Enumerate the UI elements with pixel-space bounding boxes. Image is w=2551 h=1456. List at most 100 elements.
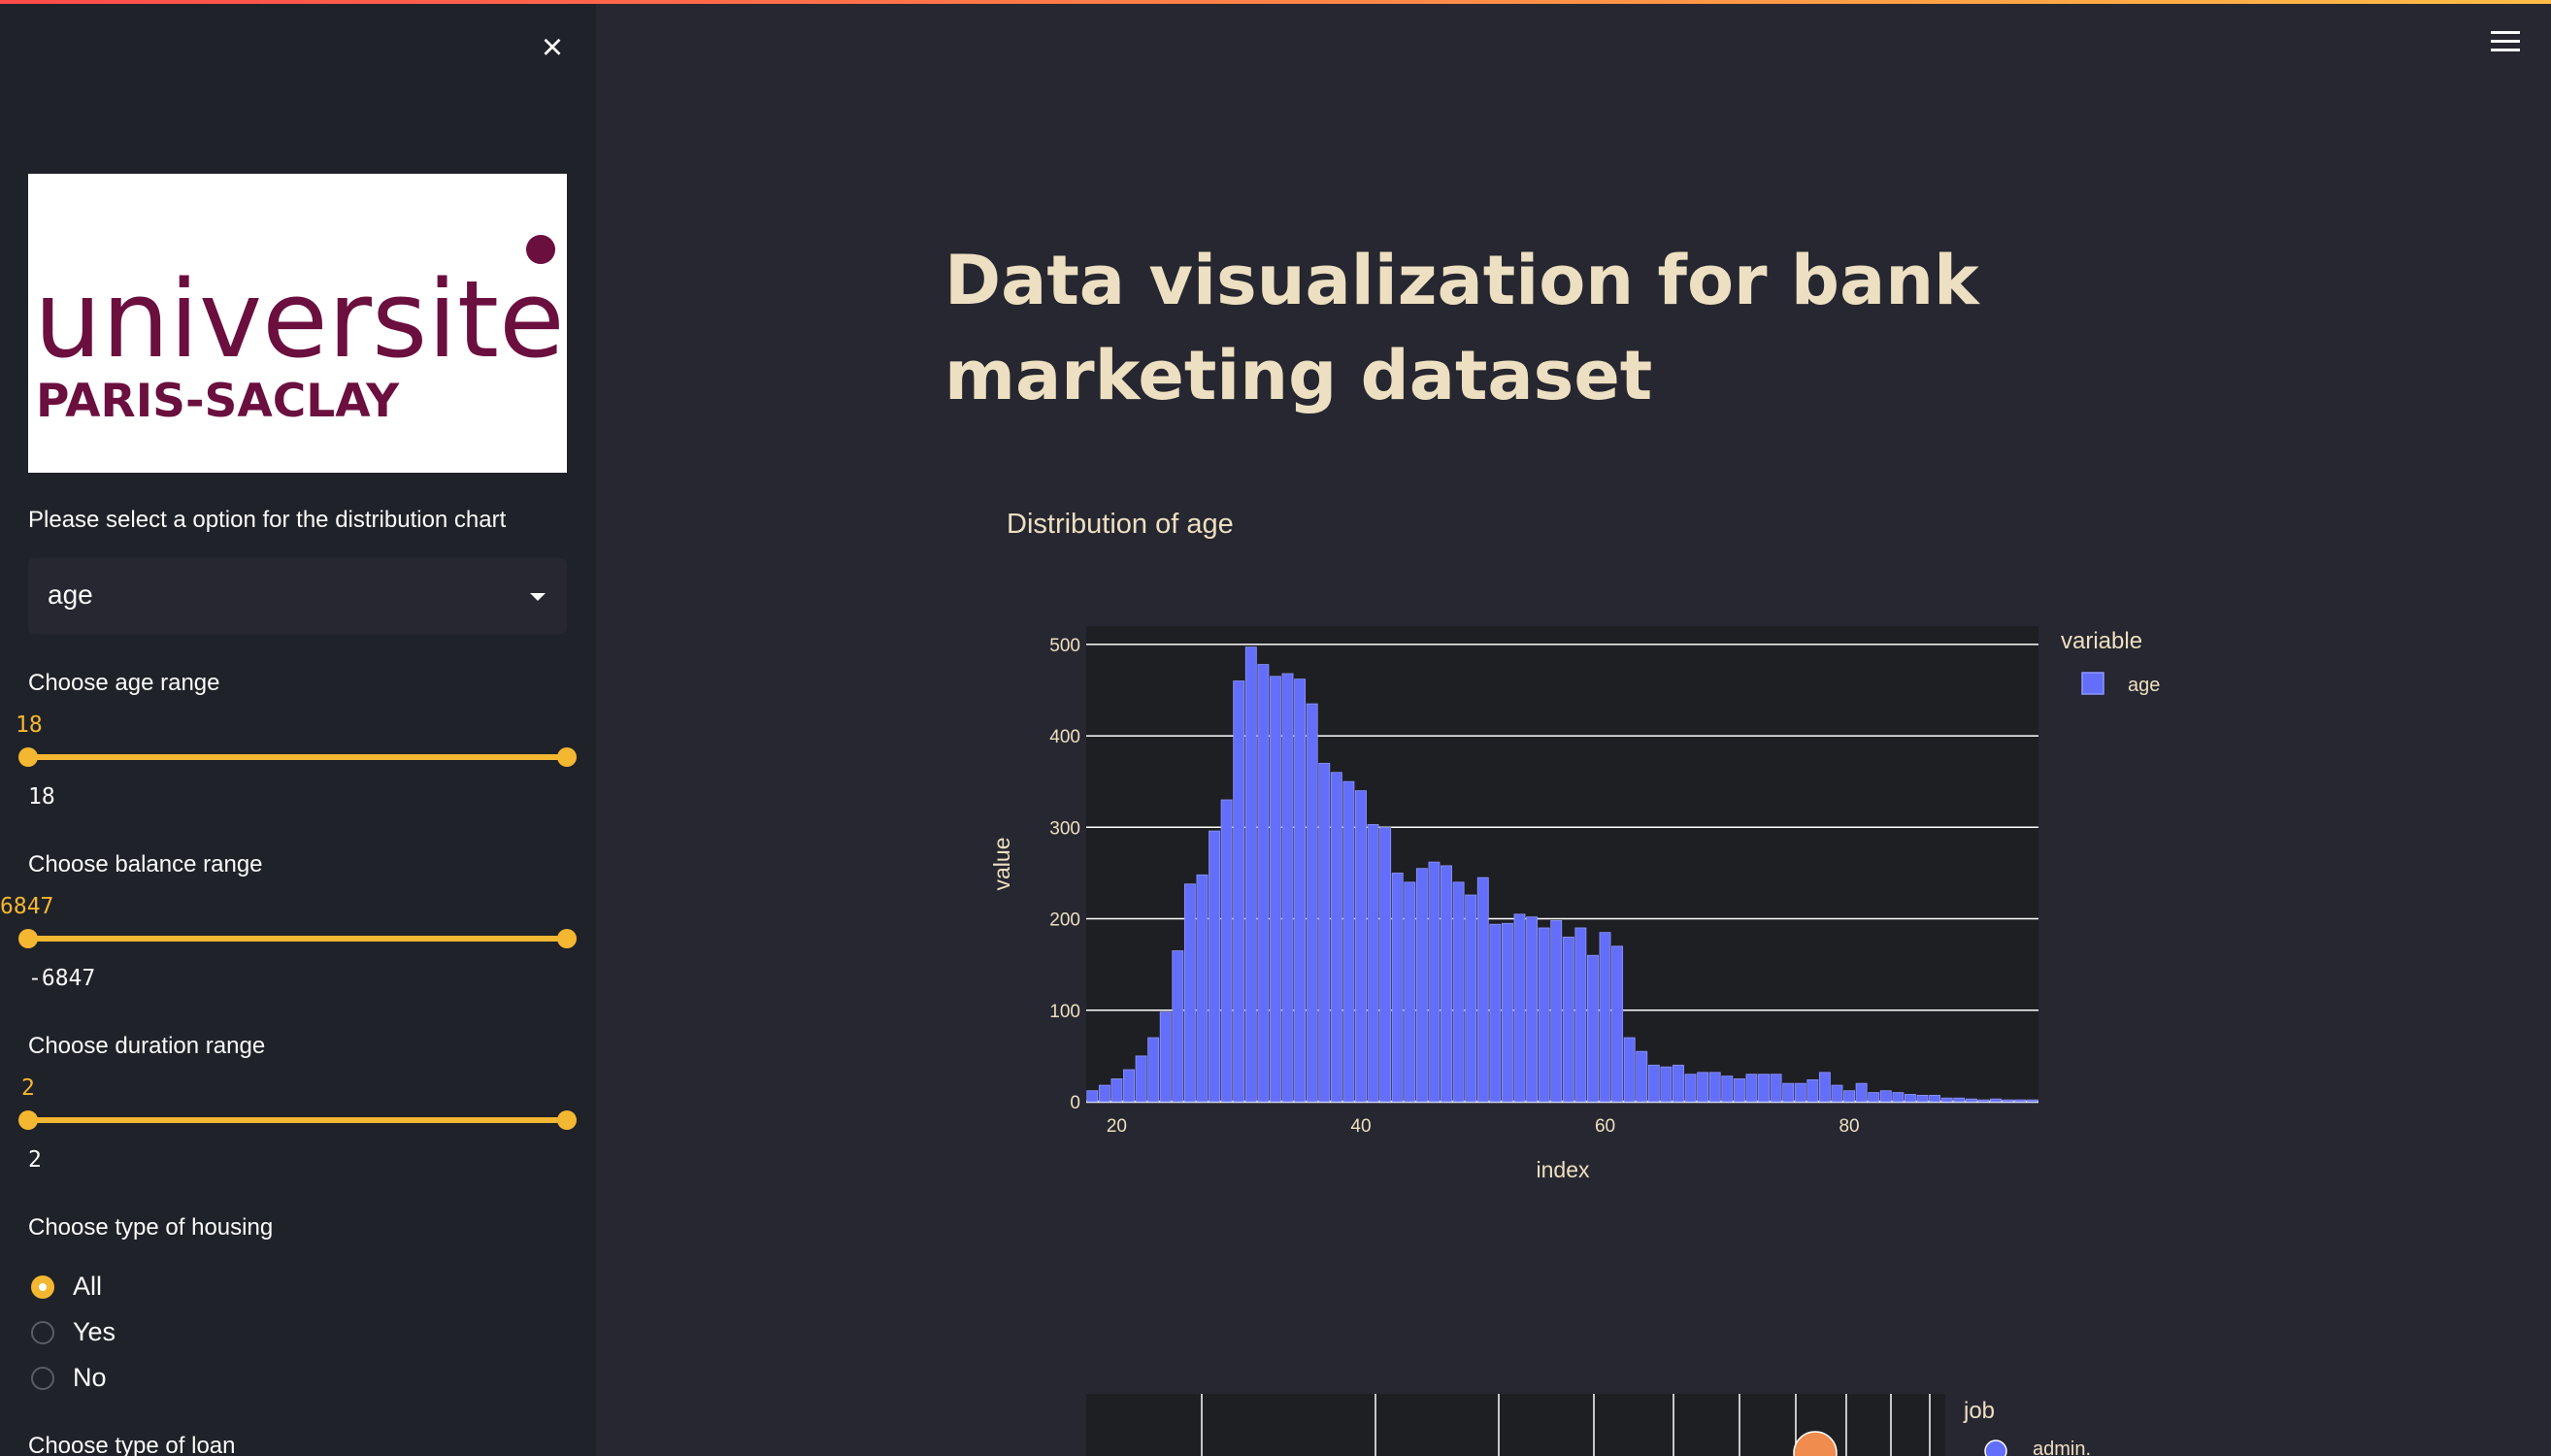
duration-range-slider[interactable] (18, 1100, 577, 1139)
histogram-bar[interactable] (1086, 1090, 1099, 1103)
histogram-bar[interactable] (1172, 950, 1184, 1103)
histogram-bar[interactable] (1526, 916, 1538, 1103)
select-value: age (48, 579, 93, 610)
histogram-bar[interactable] (1244, 646, 1257, 1103)
histogram-bar[interactable] (1538, 927, 1550, 1103)
histogram-bar[interactable] (1294, 678, 1307, 1103)
histogram-bar[interactable] (1391, 873, 1404, 1103)
chevron-down-icon (530, 593, 546, 601)
histogram-bar[interactable] (1697, 1072, 1709, 1103)
histogram-bar[interactable] (1367, 824, 1379, 1103)
hamburger-menu-icon[interactable] (2491, 31, 2520, 52)
slider-handle-high[interactable] (557, 929, 577, 948)
histogram-bar[interactable] (1257, 664, 1270, 1103)
histogram-bar[interactable] (1806, 1078, 1819, 1103)
histogram-bar[interactable] (1379, 826, 1392, 1103)
histogram-bar[interactable] (1611, 945, 1624, 1103)
histogram-bar[interactable] (1281, 673, 1294, 1103)
age-range-slider[interactable] (18, 737, 577, 776)
histogram-bar[interactable] (1404, 881, 1416, 1103)
histogram-bar[interactable] (1110, 1078, 1123, 1103)
histogram-bar[interactable] (1513, 913, 1526, 1103)
histogram-bar[interactable] (1879, 1090, 1892, 1103)
close-icon[interactable]: × (541, 27, 564, 68)
histogram-bar[interactable] (1708, 1072, 1721, 1103)
histogram-bar[interactable] (1220, 799, 1233, 1103)
histogram-bar[interactable] (1441, 865, 1452, 1103)
histogram-bar[interactable] (1196, 874, 1209, 1103)
histogram-bar[interactable] (1721, 1075, 1734, 1103)
radio-unselected-icon (31, 1367, 54, 1390)
histogram-bar[interactable] (1647, 1064, 1660, 1103)
histogram-bar[interactable] (1758, 1074, 1770, 1103)
histogram-bar[interactable] (1940, 1097, 1953, 1103)
histogram-bar[interactable] (1660, 1066, 1673, 1103)
histogram-bar[interactable] (1233, 680, 1245, 1103)
histogram-bar[interactable] (1733, 1078, 1745, 1103)
slider-handle-low[interactable] (18, 747, 38, 767)
histogram-bar[interactable] (1916, 1095, 1929, 1103)
histogram-bar[interactable] (2026, 1099, 2038, 1103)
legend-marker-admin[interactable] (1984, 1439, 2007, 1456)
balance-range-slider[interactable] (18, 918, 577, 957)
histogram-bar[interactable] (1123, 1069, 1135, 1103)
duration-range-label: Choose duration range (28, 1033, 266, 1059)
histogram-bar[interactable] (1452, 881, 1465, 1103)
histogram-bar[interactable] (1623, 1037, 1636, 1103)
histogram-bar[interactable] (1892, 1092, 1905, 1103)
histogram-bar[interactable] (1929, 1095, 1941, 1103)
scatter-point[interactable] (1793, 1431, 1838, 1456)
histogram-bar[interactable] (1465, 894, 1477, 1103)
histogram-bar[interactable] (1965, 1098, 1977, 1103)
slider-handle-low[interactable] (18, 929, 38, 948)
histogram-bar[interactable] (1159, 1011, 1172, 1103)
histogram-bar[interactable] (1587, 954, 1599, 1103)
histogram-bar[interactable] (1905, 1094, 1916, 1103)
histogram-bar[interactable] (1684, 1074, 1697, 1103)
histogram-bar[interactable] (1135, 1055, 1147, 1103)
histogram-bar[interactable] (1183, 883, 1196, 1103)
histogram-bar[interactable] (2002, 1099, 2014, 1103)
histogram-bar[interactable] (1270, 676, 1281, 1103)
histogram-bar[interactable] (1770, 1074, 1782, 1103)
select-label: Please select a option for the distribut… (28, 507, 507, 533)
histogram-bar[interactable] (1342, 780, 1355, 1103)
histogram-bar[interactable] (1428, 861, 1441, 1103)
histogram-bar[interactable] (1636, 1050, 1648, 1103)
histogram-bar[interactable] (1818, 1072, 1831, 1103)
slider-handle-low[interactable] (18, 1110, 38, 1130)
histogram-bar[interactable] (1953, 1097, 1966, 1103)
histogram-bar[interactable] (1843, 1090, 1855, 1103)
histogram-bar[interactable] (1868, 1092, 1880, 1103)
histogram-bar[interactable] (1501, 922, 1513, 1103)
histogram-bar[interactable] (1147, 1037, 1160, 1103)
histogram-bar[interactable] (1355, 790, 1367, 1103)
histogram-bar[interactable] (1831, 1084, 1843, 1103)
histogram-bar[interactable] (1574, 927, 1587, 1103)
slider-handle-high[interactable] (557, 747, 577, 767)
legend-label-admin[interactable]: admin. (2033, 1439, 2091, 1456)
histogram-bar[interactable] (1550, 920, 1563, 1103)
slider-handle-high[interactable] (557, 1110, 577, 1130)
histogram-bar[interactable] (1977, 1099, 1990, 1103)
histogram-bar[interactable] (1415, 868, 1428, 1103)
histogram-bar[interactable] (1673, 1064, 1684, 1103)
histogram-bar[interactable] (1562, 936, 1574, 1103)
histogram-bar[interactable] (1990, 1098, 2002, 1103)
histogram-bar[interactable] (1794, 1082, 1806, 1103)
histogram-bar[interactable] (1745, 1074, 1758, 1103)
histogram-bar[interactable] (1330, 772, 1342, 1103)
histogram-bar[interactable] (1599, 932, 1611, 1103)
legend-swatch-age[interactable] (2081, 672, 2104, 695)
histogram-bar[interactable] (1209, 830, 1220, 1103)
histogram-bar[interactable] (1782, 1082, 1795, 1103)
histogram-bar[interactable] (1306, 703, 1318, 1103)
histogram-bar[interactable] (1318, 762, 1331, 1103)
histogram-bar[interactable] (1476, 877, 1489, 1103)
legend-label-age[interactable]: age (2128, 675, 2160, 696)
histogram-bar[interactable] (1855, 1082, 1868, 1103)
histogram-bar[interactable] (1489, 923, 1502, 1103)
histogram-bar[interactable] (1098, 1084, 1110, 1103)
histogram-bar[interactable] (2014, 1099, 2027, 1103)
distribution-select[interactable]: age (28, 558, 567, 634)
